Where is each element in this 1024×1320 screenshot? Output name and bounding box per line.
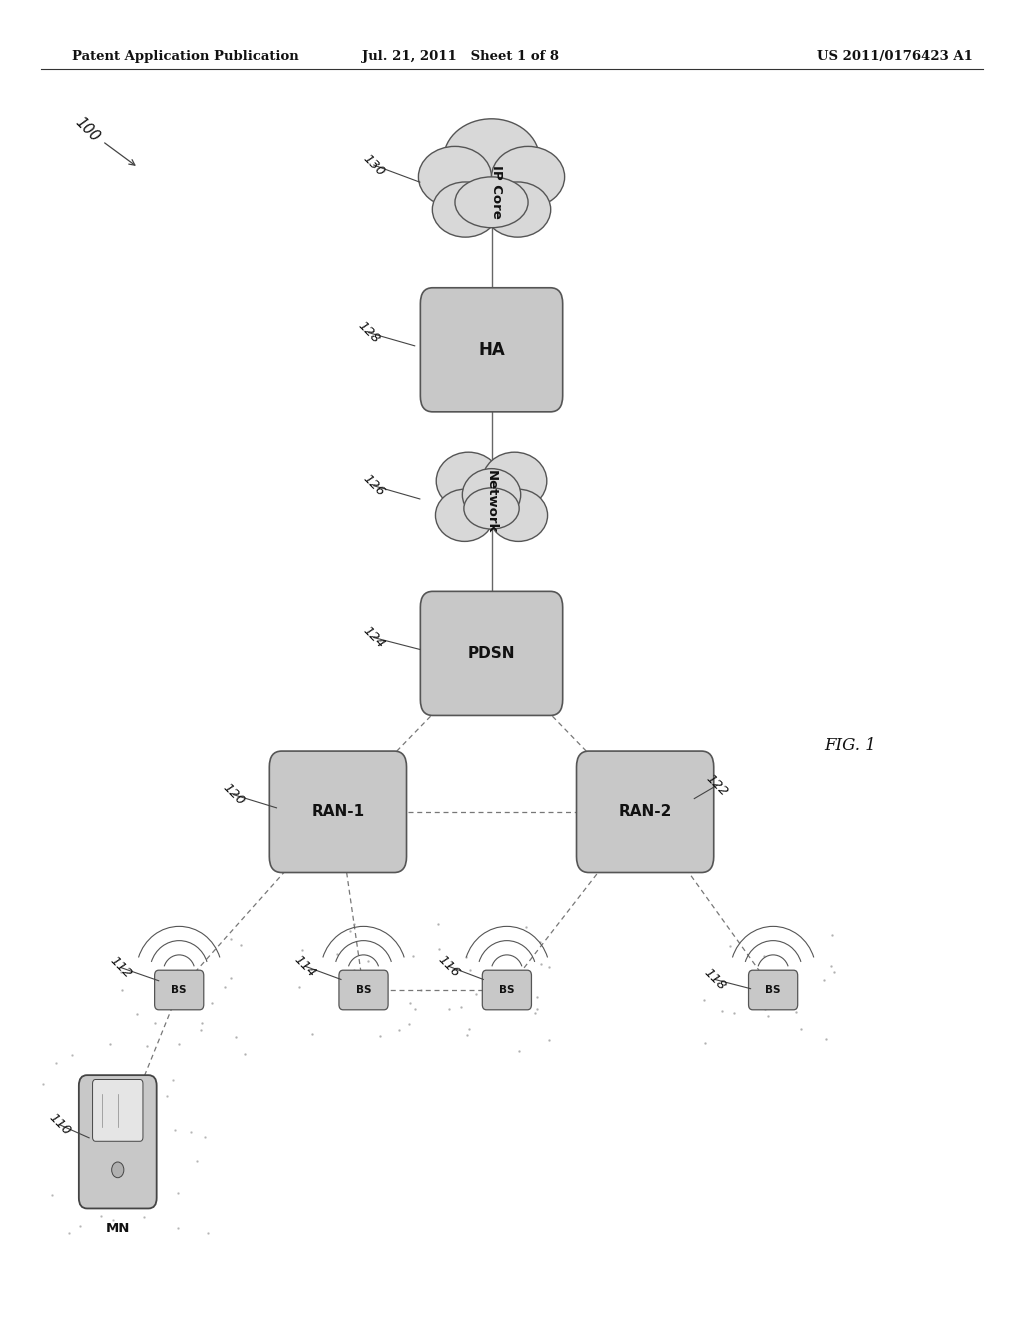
Text: BS: BS — [499, 985, 515, 995]
FancyBboxPatch shape — [420, 288, 563, 412]
FancyBboxPatch shape — [577, 751, 714, 873]
Text: Jul. 21, 2011   Sheet 1 of 8: Jul. 21, 2011 Sheet 1 of 8 — [362, 50, 559, 63]
Ellipse shape — [484, 182, 551, 238]
Ellipse shape — [482, 453, 547, 510]
Text: BS: BS — [765, 985, 781, 995]
Text: RAN-2: RAN-2 — [618, 804, 672, 820]
Ellipse shape — [463, 469, 520, 521]
FancyBboxPatch shape — [420, 591, 563, 715]
FancyBboxPatch shape — [155, 970, 204, 1010]
Text: US 2011/0176423 A1: US 2011/0176423 A1 — [817, 50, 973, 63]
Text: 116: 116 — [435, 953, 462, 979]
Text: 118: 118 — [701, 966, 728, 993]
FancyBboxPatch shape — [749, 970, 798, 1010]
Text: MN: MN — [105, 1222, 130, 1234]
Text: 112: 112 — [108, 954, 134, 981]
Circle shape — [112, 1162, 124, 1177]
Text: 128: 128 — [355, 319, 382, 346]
Ellipse shape — [443, 119, 540, 199]
FancyBboxPatch shape — [482, 970, 531, 1010]
Ellipse shape — [419, 147, 492, 207]
Ellipse shape — [492, 147, 564, 207]
Text: Network: Network — [485, 470, 498, 533]
Text: BS: BS — [171, 985, 187, 995]
Ellipse shape — [436, 453, 501, 510]
Text: 124: 124 — [360, 624, 387, 651]
Ellipse shape — [435, 490, 494, 541]
FancyBboxPatch shape — [269, 751, 407, 873]
Text: FIG. 1: FIG. 1 — [824, 738, 876, 754]
Ellipse shape — [455, 177, 528, 227]
Text: BS: BS — [355, 985, 372, 995]
FancyBboxPatch shape — [339, 970, 388, 1010]
Text: 114: 114 — [292, 953, 318, 979]
Text: RAN-1: RAN-1 — [311, 804, 365, 820]
Text: 130: 130 — [360, 152, 387, 178]
FancyBboxPatch shape — [79, 1074, 157, 1209]
Text: 122: 122 — [703, 772, 730, 799]
FancyBboxPatch shape — [92, 1080, 143, 1142]
Text: HA: HA — [478, 341, 505, 359]
Ellipse shape — [464, 488, 519, 529]
Text: Patent Application Publication: Patent Application Publication — [72, 50, 298, 63]
Text: IP Core: IP Core — [490, 165, 503, 218]
Text: PDSN: PDSN — [468, 645, 515, 661]
Text: 120: 120 — [220, 781, 247, 808]
Ellipse shape — [489, 490, 548, 541]
Ellipse shape — [432, 182, 499, 238]
Text: 100: 100 — [72, 115, 102, 144]
Text: 126: 126 — [360, 473, 387, 499]
Text: 110: 110 — [46, 1111, 73, 1138]
